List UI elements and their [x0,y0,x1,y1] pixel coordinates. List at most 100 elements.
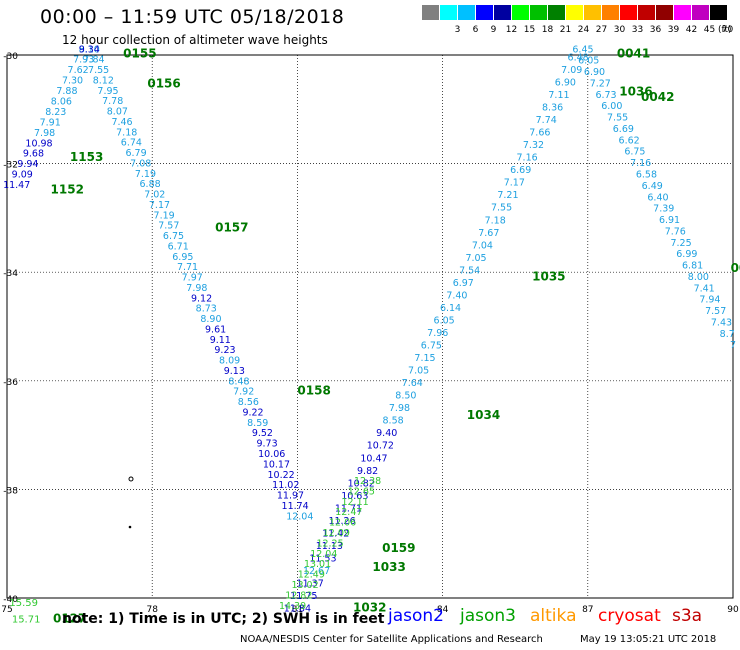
pass-time-label: 1035 [532,269,565,283]
axis-ticks: 75 78 81 84 87 90 -30 -32 -34 -36 -38 -40 [1,52,739,615]
wave-height-value: 7.55 [88,65,109,76]
legend-swatch [602,5,619,20]
x-tick-label: 84 [437,605,449,615]
y-tick-label: -38 [3,486,18,496]
wave-height-value: 8.56 [238,397,259,408]
legend-label: 6 [472,25,479,35]
wave-height-value: 11.13 [316,541,343,552]
satellite-altika: altika [530,606,577,626]
y-tick-label: -40 [3,595,18,605]
satellite-cryosat: cryosat [598,606,661,626]
wave-height-value: 6.88 [140,179,161,190]
pass-time-label: 0155 [123,47,156,61]
wave-height-value: 12.09 [323,528,350,539]
wave-height-value: 7.39 [653,204,674,215]
wave-height-value: 7.57 [158,221,179,232]
wave-height-value: 7.57 [705,306,726,317]
corner-values: 15.59 15.71 [9,598,40,625]
wave-height-value: 6.73 [595,90,616,101]
x-tick-label: 78 [146,605,158,615]
wave-height-value: 7.21 [497,190,518,201]
legend-swatch [638,5,655,20]
y-tick-label: -36 [3,378,18,388]
wave-height-value: 10.17 [263,459,290,470]
wave-height-value: 7.64 [402,378,423,389]
wave-height-value: 11.75 [290,591,317,602]
wave-height-value: 9.40 [376,428,397,439]
wave-height-value: 6.95 [172,252,193,263]
wave-height-value: 7 [730,340,736,351]
island-marker [128,525,132,529]
legend-label: 70 [721,25,734,35]
wave-height-value: 6.00 [601,101,622,112]
wave-height-value: 7.74 [536,115,557,126]
wave-height-value: 6.14 [440,303,461,314]
wave-height-value: 8.7 [720,329,735,340]
wave-height-value: 10.82 [348,478,375,489]
wave-height-value: 14.39 [279,601,306,612]
satellite-jason3: jason3 [460,606,516,626]
pass-track: 14.3912.8213.0212.4913.0112.0412.2512.09… [279,476,381,612]
wave-height-value: 13.02 [291,580,318,591]
wave-height-value: 10.47 [360,453,387,464]
wave-height-value: 6.75 [624,147,645,158]
wave-height-value: 9.68 [23,149,44,160]
pass-time-label: 1033 [372,560,405,574]
wave-height-value: 7.16 [630,158,651,169]
y-tick-label: -34 [3,269,18,279]
wave-height-value: 8.58 [383,416,404,427]
pass-track: 6.456.056.907.276.736.007.556.696.626.75… [572,44,736,351]
y-tick-label: -30 [3,52,18,62]
wave-height-value: 11.47 [3,180,30,191]
wave-height-value: 8.36 [542,103,563,114]
pass-time-label: 0156 [147,77,180,91]
wave-height-value: 10.22 [268,470,295,481]
wave-height-value: 7.46 [111,117,132,128]
wave-height-value: 7.17 [149,200,170,211]
pass-time-label: 1153 [70,150,103,164]
legend-label: 42 [685,25,698,35]
wave-height-value: 7.25 [670,238,691,249]
wave-height-value: 9.11 [210,335,231,346]
legend-unit: (ft) [718,25,732,35]
wave-height-value: 7.88 [56,86,77,97]
pass-time-label: 1036 [619,85,652,99]
wave-height-value: 7.55 [607,113,628,124]
wave-height-value: 6.58 [636,169,657,180]
wave-height-value: 7.40 [446,290,467,301]
wave-height-value: 6.75 [421,341,442,352]
wave-height-value: 9.82 [357,466,378,477]
wave-height-value: 8.48 [228,376,249,387]
legend-label: 12 [505,25,518,35]
legend-swatch [620,5,637,20]
wave-height-value: 10.72 [367,441,394,452]
wave-height-value: 8.07 [107,107,128,118]
map-grid [7,55,733,598]
wave-height-value: 8.59 [247,418,268,429]
legend-label: 21 [559,25,572,35]
wave-height-value: 12.82 [285,590,312,601]
wave-height-value: 13.01 [304,559,331,570]
legend-swatch [440,5,457,20]
wave-height-value: 7.08 [130,158,151,169]
wave-height-value: 7.11 [548,90,569,101]
pass-time-label: 0159 [382,541,415,555]
legend-label: 18 [541,25,554,35]
wave-height-value: 7.19 [154,210,175,221]
wave-height-value: 6.62 [619,135,640,146]
pass-track: 8.107.847.558.127.957.788.077.467.186.74… [79,44,314,522]
wave-height-value: 12.67 [303,566,330,577]
legend-swatch [530,5,547,20]
wave-height-value: 12.04 [310,549,337,560]
pass-track: 9.347.937.627.307.888.068.237.917.9810.9… [3,44,100,191]
wave-height-value: 10.98 [25,138,52,149]
wave-height-value: 12.65 [348,486,375,497]
legend-swatch [422,5,439,20]
wave-height-value: 6.71 [168,241,189,252]
legend-label: 24 [577,25,590,35]
wave-height-value: 7.05 [408,366,429,377]
satellite-passes: 8.107.847.558.127.957.788.077.467.186.74… [3,44,736,614]
pass-time-label: 0041 [617,47,650,61]
map-frame [6,54,734,599]
wave-height-value: 7.02 [144,190,165,201]
